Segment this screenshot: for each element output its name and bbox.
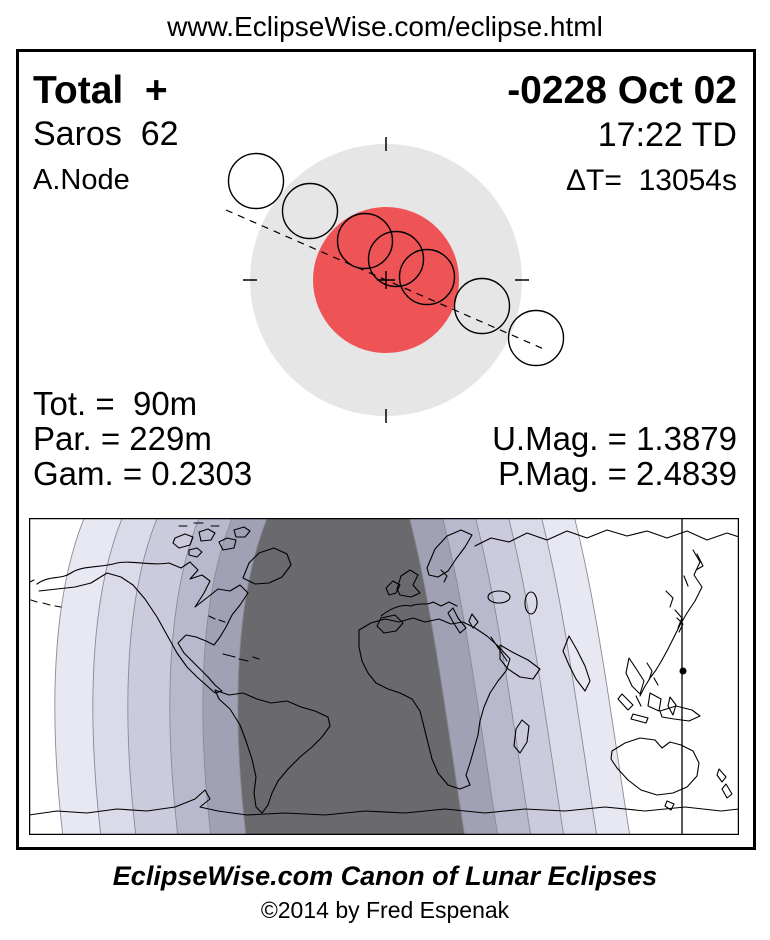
coastline-south-america [214,689,331,814]
eclipse-type-label: Total + [33,69,168,112]
footer-title: EclipseWise.com Canon of Lunar Eclipses [112,861,658,891]
cardinal-tick-marks [243,137,529,423]
node-type: A.Node [33,164,130,196]
coastline-australia [610,737,700,811]
moon-disk [453,277,511,335]
ecliptic-dashed-line [225,209,547,351]
delta-t-value: ΔT= 13054s [566,164,737,197]
moon-disk [367,230,425,288]
coastlines [29,522,739,816]
coastline-british-isles [385,569,421,598]
coastline-alaska-islands [29,579,62,608]
coastline-europe [376,601,479,634]
coastline-madagascar [513,719,530,754]
gamma-value: Gam. = 0.2303 [33,455,253,492]
greatest-eclipse-time: 17:22 TD [597,116,737,154]
coastline-arabia [499,644,541,680]
total-visibility-band [237,518,466,835]
coastline-indochina [625,657,645,707]
moon-disk [336,212,394,270]
eclipse-visibility-map [29,518,739,835]
coastline-arctic-islands [172,522,251,558]
coastline-caribbean [222,653,260,662]
coastline-greenland [242,547,292,585]
visibility-zone-bands [54,518,631,835]
coastline-antarctica [29,789,739,816]
coastline-north-america [36,561,249,694]
penumbral-magnitude: P.Mag. = 2.4839 [498,455,737,492]
footer-copyright: ©2014 by Fred Espenak [260,897,510,923]
black-sea [487,590,511,604]
moon-zenith-dot [679,667,687,675]
coastline-india [562,635,591,692]
caspian-sea [524,591,538,615]
moon-contact-positions [227,152,565,367]
great-lakes [208,615,226,623]
coastline-asia-north [474,529,739,547]
coastline-asia-east [639,549,704,697]
coastline-africa [358,617,511,790]
coastline-indonesia [617,692,677,724]
moon-disk [507,309,565,367]
moon-disk [227,152,285,210]
coastline-philippines [646,662,659,686]
eclipse-date: -0228 Oct 02 [507,69,737,112]
site-url: www.EclipseWise.com/eclipse.html [167,11,603,42]
moon-disk [398,248,456,306]
partial-duration: Par. = 229m [33,420,212,457]
totality-duration: Tot. = 90m [33,385,198,422]
coastline-new-zealand [716,768,733,799]
coastline-new-guinea [659,705,701,722]
coastline-scandinavia [426,529,473,583]
saros-series: Saros 62 [33,115,179,153]
moon-disk [281,182,339,240]
shadow-geometry-diagram [225,137,565,423]
umbral-magnitude: U.Mag. = 1.3879 [492,420,737,457]
